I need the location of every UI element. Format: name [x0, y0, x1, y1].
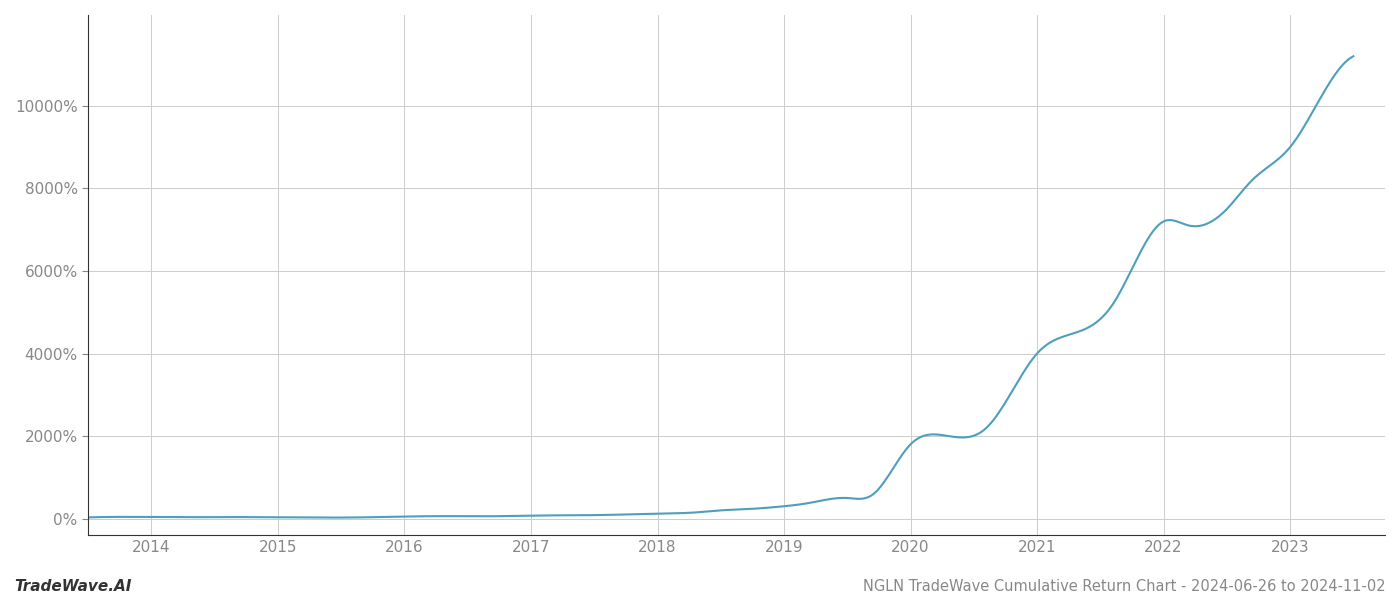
Text: TradeWave.AI: TradeWave.AI: [14, 579, 132, 594]
Text: NGLN TradeWave Cumulative Return Chart - 2024-06-26 to 2024-11-02: NGLN TradeWave Cumulative Return Chart -…: [864, 579, 1386, 594]
